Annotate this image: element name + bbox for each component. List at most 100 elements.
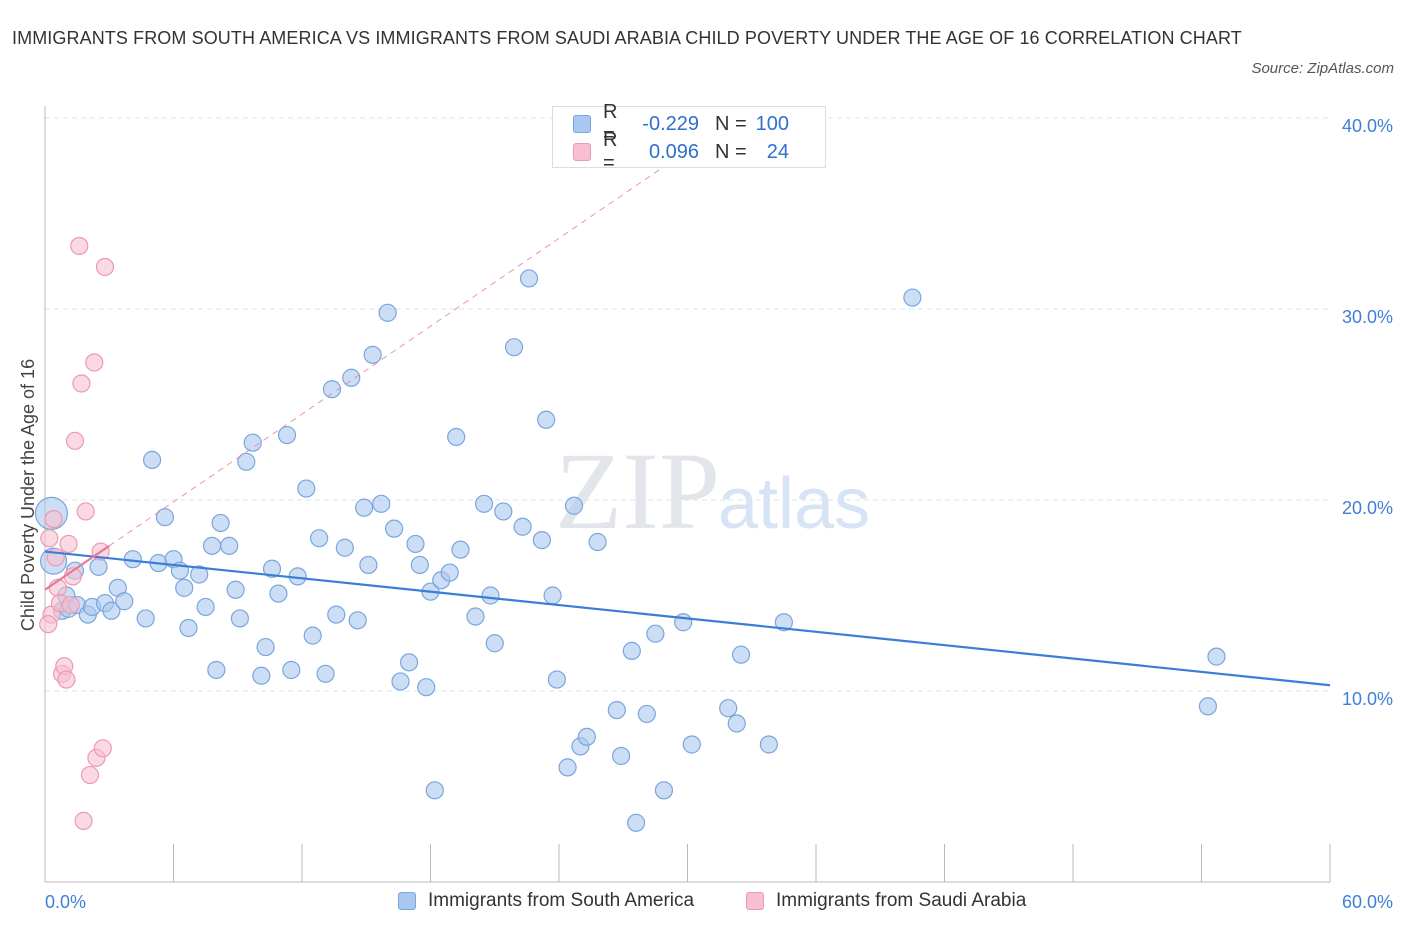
point-south-america (202, 536, 222, 555)
chart-source: Source: ZipAtlas.com (1251, 60, 1394, 77)
point-south-america (1207, 647, 1226, 666)
watermark-zip: ZIP (555, 430, 720, 552)
chart-title: IMMIGRANTS FROM SOUTH AMERICA VS IMMIGRA… (12, 28, 1242, 48)
point-saudi-arabia (85, 353, 104, 372)
point-saudi-arabia (93, 739, 112, 758)
legend-item-saudi-arabia[interactable]: Immigrants from Saudi Arabia (746, 890, 1026, 912)
point-south-america (417, 678, 436, 697)
point-south-america (316, 664, 335, 683)
point-south-america (282, 660, 301, 680)
point-saudi-arabia (70, 236, 89, 256)
point-south-america (342, 368, 361, 387)
point-south-america (759, 735, 778, 754)
point-south-america (190, 565, 209, 584)
blue-swatch (398, 892, 416, 910)
r-label: R = (603, 129, 618, 174)
trend-lines (44, 117, 1331, 687)
legend-label: Immigrants from South America (428, 890, 695, 911)
point-south-america (211, 513, 230, 533)
point-south-america (451, 540, 470, 559)
point-south-america (102, 601, 121, 620)
point-south-america (297, 479, 316, 498)
point-south-america (504, 338, 524, 357)
point-south-america (348, 611, 367, 630)
point-south-america (719, 699, 738, 718)
y-tick-labels: 10.0% 20.0% 30.0% 40.0% (1342, 116, 1393, 709)
point-south-america (327, 605, 346, 624)
y-tick-label: 10.0% (1342, 689, 1393, 709)
point-south-america (363, 345, 382, 364)
point-south-america (612, 746, 631, 766)
point-south-america (654, 781, 674, 800)
point-south-america (564, 496, 584, 515)
point-south-america (256, 637, 275, 657)
point-south-america (513, 517, 532, 536)
point-south-america (406, 534, 425, 554)
point-south-america (220, 536, 239, 555)
axes (44, 106, 1331, 883)
point-south-america (277, 425, 297, 445)
point-south-america (727, 714, 746, 733)
point-south-america (466, 607, 485, 626)
point-south-america (115, 592, 134, 611)
point-south-america (731, 645, 751, 664)
point-south-america (607, 700, 626, 720)
x-tick-label: 60.0% (1342, 892, 1393, 912)
point-south-america (142, 450, 162, 469)
point-south-america (481, 586, 500, 605)
point-south-america (558, 758, 577, 777)
x-tick-labels: 0.0% 60.0% (45, 892, 1393, 912)
point-saudi-arabia (80, 765, 100, 785)
point-south-america (136, 609, 155, 628)
point-south-america (903, 288, 922, 307)
point-south-america (494, 502, 513, 521)
r-value: 0.096 (648, 140, 699, 163)
n-value: 100 (755, 112, 789, 135)
point-south-america (269, 584, 288, 603)
watermark-atlas: atlas (718, 464, 870, 544)
point-saudi-arabia (57, 670, 76, 689)
point-south-america (440, 563, 459, 582)
stats-row-south-america: R = -0.229 N = 100 (573, 101, 789, 146)
pink-swatch (573, 143, 591, 161)
point-south-america (303, 626, 322, 645)
watermark: ZIP atlas (555, 430, 870, 552)
point-south-america (322, 380, 342, 399)
point-south-america (226, 580, 245, 599)
point-south-america (262, 559, 282, 578)
point-south-america (588, 532, 607, 552)
point-saudi-arabia (95, 257, 115, 277)
point-south-america (384, 519, 404, 538)
point-south-america (1198, 697, 1218, 716)
blue-swatch (573, 115, 591, 133)
point-saudi-arabia (76, 502, 95, 521)
point-south-america (399, 653, 419, 672)
gridlines (45, 117, 1330, 692)
point-south-america (359, 555, 378, 575)
point-south-america (378, 303, 397, 322)
point-south-america (485, 634, 504, 653)
point-south-america (196, 597, 215, 617)
trend-line-saudi-arabia (44, 544, 110, 591)
y-axis-title: Child Poverty Under the Age of 16 (18, 359, 38, 631)
point-saudi-arabia (65, 431, 85, 450)
point-south-america (89, 557, 108, 576)
point-south-america (532, 531, 551, 550)
legend-label: Immigrants from Saudi Arabia (776, 890, 1027, 911)
y-tick-label: 30.0% (1342, 307, 1393, 327)
point-south-america (355, 498, 374, 517)
point-saudi-arabia (44, 509, 63, 529)
point-south-america (637, 704, 656, 724)
point-south-america (682, 735, 701, 754)
point-south-america (179, 618, 198, 638)
y-axis-title-group: Child Poverty Under the Age of 16 (18, 359, 38, 631)
point-saudi-arabia (40, 529, 59, 548)
legend-item-south-america[interactable]: Immigrants from South America (398, 890, 694, 912)
point-south-america (646, 624, 665, 643)
point-south-america (335, 538, 354, 557)
pink-swatch (746, 892, 764, 910)
point-saudi-arabia (74, 811, 93, 830)
point-saudi-arabia (39, 615, 58, 634)
point-south-america (252, 666, 271, 685)
